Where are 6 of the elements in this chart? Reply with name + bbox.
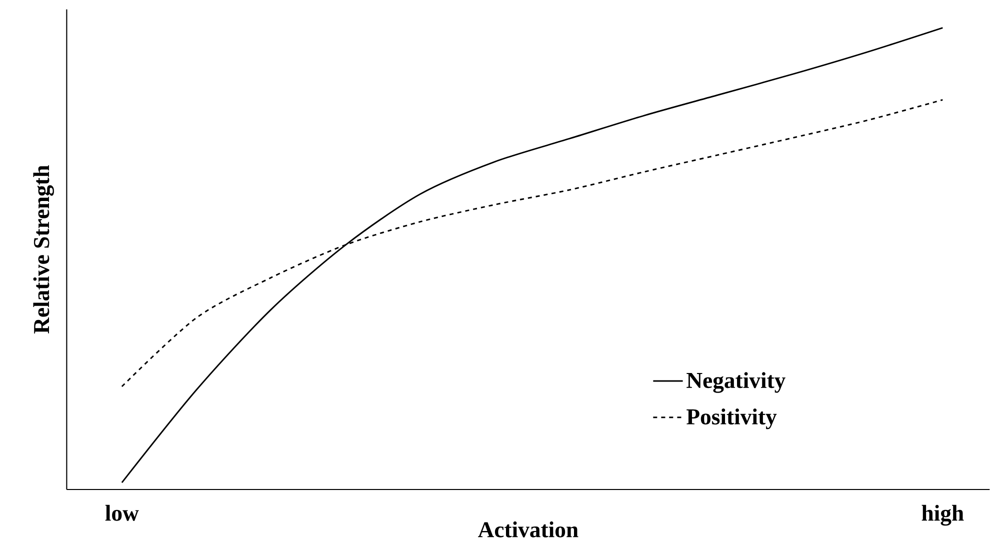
- x-axis-title: Activation: [478, 522, 578, 538]
- x-tick-label: high: [922, 505, 964, 526]
- y-axis-title: Relative Strength: [33, 166, 54, 334]
- legend-label: Negativity: [686, 372, 786, 394]
- legend-label: Positivity: [686, 408, 777, 430]
- x-tick-label: low: [105, 505, 139, 522]
